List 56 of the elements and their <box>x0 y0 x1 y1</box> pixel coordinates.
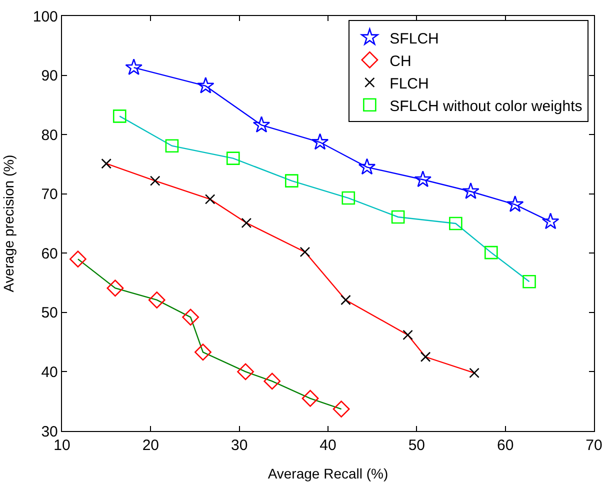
legend-label: FLCH <box>390 75 429 92</box>
point <box>542 212 560 230</box>
point <box>182 308 200 326</box>
point <box>194 344 212 361</box>
point <box>506 195 524 212</box>
y-tick-label: 70 <box>41 186 58 204</box>
point <box>469 368 480 378</box>
y-tick-label: 100 <box>32 8 58 26</box>
y-axis-title: Average precision (%) <box>0 154 16 292</box>
point <box>358 158 376 175</box>
x-axis-title: Average Recall (%) <box>268 465 388 482</box>
line-series <box>106 163 475 374</box>
point <box>125 58 142 76</box>
x-tick-label: 70 <box>586 437 602 454</box>
point <box>226 152 240 165</box>
x-tick-label: 60 <box>496 437 514 454</box>
point <box>165 139 179 152</box>
y-tick-label: 40 <box>41 364 58 381</box>
point <box>332 400 350 418</box>
y-tick-label: 50 <box>41 304 58 322</box>
point <box>197 76 214 94</box>
point <box>311 133 329 150</box>
point <box>285 174 298 188</box>
point <box>300 246 310 258</box>
point <box>241 218 252 228</box>
point <box>106 280 124 297</box>
legend-label: SFLCH without color weights <box>390 98 582 115</box>
point <box>204 194 216 204</box>
point <box>402 330 413 340</box>
x-tick-label: 20 <box>142 437 160 454</box>
point <box>237 363 254 380</box>
x-tick-label: 30 <box>230 437 248 454</box>
point <box>340 294 351 306</box>
point <box>150 176 160 186</box>
point <box>414 170 432 188</box>
point <box>264 372 281 390</box>
point <box>522 274 536 288</box>
point <box>342 191 356 205</box>
point <box>252 116 270 133</box>
x-tick-label: 40 <box>320 437 336 454</box>
point <box>484 246 498 260</box>
point <box>391 210 405 224</box>
legend-label: SFLCH <box>390 30 439 48</box>
point <box>101 158 112 169</box>
legend-label: CH <box>390 52 412 70</box>
point <box>302 390 319 407</box>
x-tick-label: 50 <box>408 437 426 454</box>
point <box>462 182 480 199</box>
point <box>112 110 126 123</box>
point <box>420 352 431 362</box>
y-tick-label: 80 <box>41 126 58 144</box>
point <box>449 216 462 230</box>
y-tick-label: 60 <box>41 245 58 262</box>
point <box>70 250 86 268</box>
y-tick-label: 90 <box>41 68 58 85</box>
point <box>148 292 166 308</box>
